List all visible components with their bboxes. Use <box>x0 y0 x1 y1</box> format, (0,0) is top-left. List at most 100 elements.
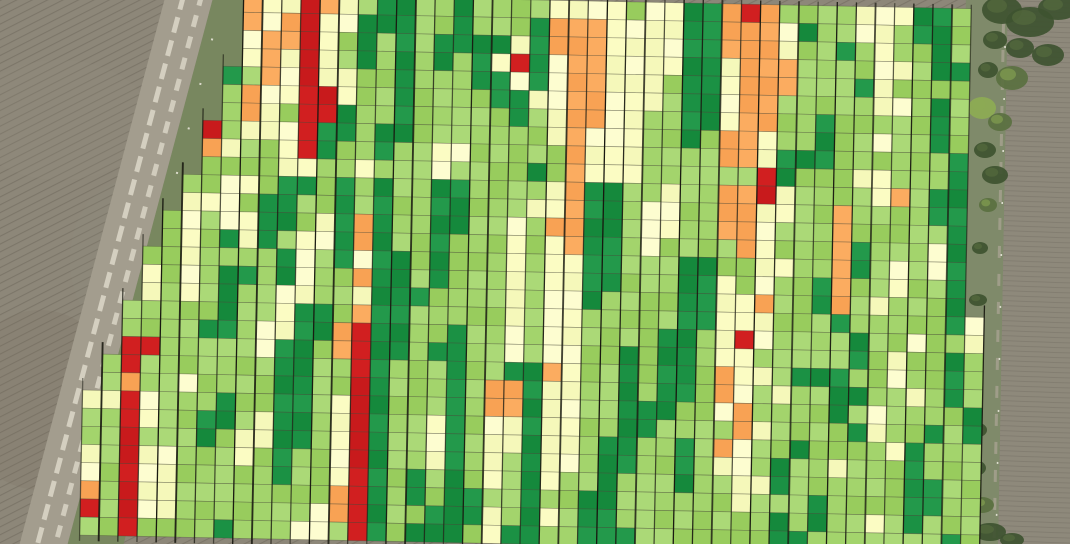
grid-cell <box>99 462 120 482</box>
grid-cell <box>584 145 605 165</box>
grid-cell <box>951 7 972 28</box>
grid-cell <box>414 51 435 71</box>
grid-cell <box>448 251 469 272</box>
grid-cell <box>579 381 601 401</box>
grid-cell <box>219 229 240 249</box>
grid-cell <box>221 102 242 122</box>
planting-row-line <box>653 0 666 544</box>
grid-cell <box>160 300 181 320</box>
planting-row-line <box>212 54 225 544</box>
grid-cell <box>141 263 163 284</box>
grid-cell <box>596 526 617 544</box>
grid-cell <box>467 252 488 272</box>
grid-cell <box>367 449 389 470</box>
grid-cell <box>676 329 698 349</box>
grid-cell <box>813 186 834 206</box>
grid-cell <box>409 269 431 289</box>
grid-cell <box>413 69 435 89</box>
grid-cell <box>695 365 716 385</box>
grid-cell <box>256 284 277 304</box>
grid-cell <box>845 531 866 544</box>
grid-cell <box>855 24 876 44</box>
grid-cell <box>156 481 177 502</box>
grid-cell <box>336 86 358 106</box>
grid-cell <box>928 188 949 209</box>
grid-cell <box>942 461 963 481</box>
grid-cell <box>798 4 819 25</box>
grid-cell <box>214 446 235 466</box>
grid-cell <box>922 515 943 535</box>
grid-cell <box>196 391 217 412</box>
grid-cell <box>793 258 814 279</box>
grid-cell <box>622 164 643 184</box>
grid-cell <box>872 133 893 153</box>
grid-cell <box>349 413 370 433</box>
grid-cell <box>242 0 264 13</box>
grid-cell <box>338 31 359 52</box>
grid-cell <box>563 254 584 274</box>
grid-cell <box>291 448 312 468</box>
grid-cell <box>388 359 410 379</box>
grid-cell <box>793 240 814 260</box>
grid-cell <box>659 219 681 240</box>
planting-row-line <box>959 4 973 544</box>
grid-cell <box>257 248 278 268</box>
grid-cell <box>600 327 621 347</box>
grid-cell <box>949 80 971 100</box>
grid-cell <box>443 487 464 507</box>
grid-cell <box>773 258 795 278</box>
grid-cell <box>216 374 237 394</box>
grid-cell <box>273 393 294 413</box>
grid-cell <box>540 435 561 455</box>
grid-cell <box>195 464 216 484</box>
grid-cell <box>892 61 914 81</box>
grid-cell <box>738 130 759 150</box>
grid-cell <box>261 30 282 50</box>
grid-cell <box>549 0 570 20</box>
grid-cell <box>292 393 313 414</box>
grid-cell <box>606 1 627 21</box>
grid-cell <box>471 70 492 91</box>
grid-cell <box>447 288 469 308</box>
grid-cell <box>769 476 790 496</box>
planting-row-line <box>576 0 590 544</box>
grid-cell <box>945 316 966 336</box>
grid-cell <box>922 479 944 499</box>
grid-cell <box>565 145 586 165</box>
grid-cell <box>177 391 198 411</box>
grid-cell <box>560 417 581 437</box>
grid-cell <box>848 350 869 370</box>
grid-cell <box>599 363 620 384</box>
grid-cell <box>681 111 702 131</box>
grid-cell <box>559 471 580 492</box>
grid-cell <box>524 307 545 328</box>
grid-cell <box>578 435 600 456</box>
grid-cell <box>233 483 254 503</box>
grid-cell <box>392 196 413 216</box>
grid-cell <box>887 315 909 335</box>
tree-canopy-highlight <box>974 243 982 250</box>
grid-cell <box>293 339 314 359</box>
grid-cell <box>759 22 780 42</box>
grid-cell <box>160 282 181 302</box>
grid-cell <box>369 359 390 379</box>
planting-row-line <box>806 1 819 544</box>
grid-cell <box>232 501 254 521</box>
grid-cell <box>354 159 375 179</box>
grid-cell <box>963 334 985 355</box>
grid-cell <box>775 185 796 206</box>
grid-cell <box>337 68 358 88</box>
grid-cell <box>117 517 138 537</box>
grid-cell <box>468 215 489 236</box>
grid-cell <box>769 457 791 478</box>
grid-cell <box>390 268 411 289</box>
grid-cell <box>621 237 642 257</box>
grid-cell <box>791 331 812 351</box>
grid-cell <box>624 73 645 94</box>
grid-cell <box>278 121 299 141</box>
grid-cell <box>691 528 713 544</box>
grid-cell <box>333 249 354 269</box>
grid-cell <box>603 164 624 184</box>
grid-cell <box>621 200 643 221</box>
grid-cell <box>445 396 466 417</box>
